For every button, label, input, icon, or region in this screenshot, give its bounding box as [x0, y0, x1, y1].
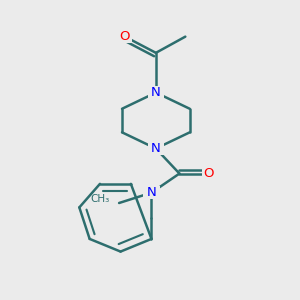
- FancyBboxPatch shape: [148, 142, 164, 155]
- Text: N: N: [151, 86, 161, 99]
- FancyBboxPatch shape: [143, 186, 160, 199]
- FancyBboxPatch shape: [118, 30, 132, 43]
- Text: O: O: [120, 30, 130, 43]
- FancyBboxPatch shape: [148, 86, 164, 99]
- Text: N: N: [151, 142, 161, 155]
- FancyBboxPatch shape: [202, 167, 216, 180]
- Text: O: O: [204, 167, 214, 180]
- Text: CH₃: CH₃: [90, 194, 110, 204]
- Text: N: N: [147, 186, 156, 199]
